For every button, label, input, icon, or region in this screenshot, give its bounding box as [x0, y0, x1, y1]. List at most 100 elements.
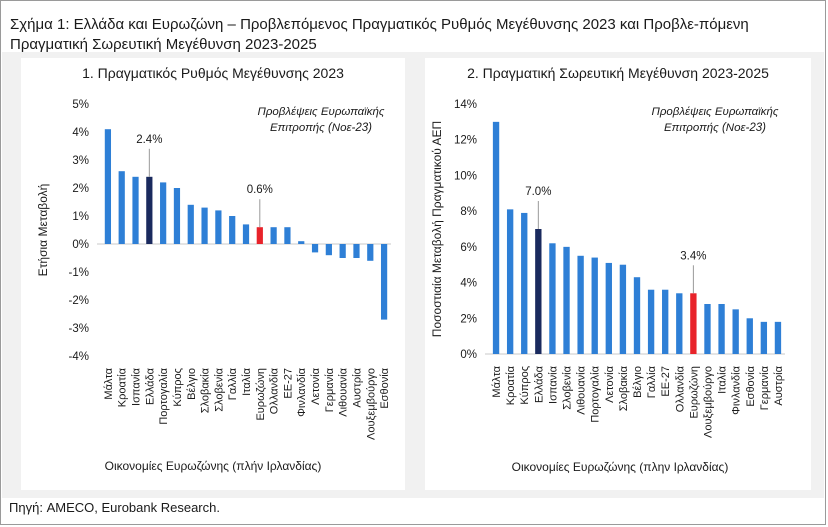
source-note: Πηγή: AMECO, Eurobank Research. — [9, 500, 220, 515]
figure-title: Σχήμα 1: Ελλάδα και Ευρωζώνη – Προβλεπόμ… — [10, 15, 818, 55]
category-label: Σλοβακία — [618, 365, 630, 411]
category-label: Φινλανδία — [731, 365, 743, 414]
chart-panel-cumulative-2023-2025: 2. Πραγματική Σωρευτική Μεγέθυνση 2023-2… — [425, 58, 811, 490]
bar-Ολλανδία — [676, 293, 683, 354]
x-axis-label: Οικονομίες Ευρωζώνης (πλήν Ιρλανδίας) — [105, 459, 322, 473]
bar-Σλοβενία — [563, 246, 570, 354]
bar-Λουξεμβούργο — [704, 304, 711, 354]
bar-Αυστρία — [774, 321, 782, 354]
category-label: Αυστρία — [351, 367, 363, 407]
category-label: Ιταλία — [717, 365, 729, 394]
category-label: Κροατία — [505, 365, 517, 405]
category-label: Ισπανία — [547, 365, 559, 404]
y-tick-label: -1% — [69, 267, 89, 279]
x-axis-label: Οικονομίες Ευρωζώνης (πλην Ιρλανδίας) — [512, 460, 729, 474]
y-tick-label: 4% — [72, 127, 89, 139]
chart-title: 2. Πραγματική Σωρευτική Μεγέθυνση 2023-2… — [467, 65, 769, 81]
bar-Κροατία — [118, 171, 125, 244]
category-label: Γερμανία — [759, 365, 771, 410]
y-tick-label: 0% — [72, 239, 89, 251]
category-label: Ευρωζώνη — [255, 368, 267, 421]
bar-Λιθουανία — [339, 244, 346, 258]
category-label: Λιθουανία — [576, 365, 588, 414]
bar-Ισπανία — [549, 243, 556, 354]
category-label: Λιθουανία — [338, 367, 350, 416]
bar-Εσθονία — [380, 244, 388, 320]
category-label: Ελλάδα — [144, 367, 156, 405]
bar-Γερμανία — [325, 244, 332, 256]
category-label: Ελλάδα — [533, 365, 545, 403]
category-label: Βέλγιο — [186, 368, 198, 400]
bar-Εσθονία — [746, 318, 753, 354]
category-label: Μάλτα — [491, 365, 503, 397]
annotation-note: Προβλέψεις Ευρωπαϊκής Επιτροπής (Νοε-23) — [651, 106, 778, 134]
bar-Βέλγιο — [187, 204, 194, 244]
category-label: Κύπρος — [519, 366, 531, 405]
y-tick-label: 14% — [454, 99, 477, 111]
bar-Αυστρία — [353, 244, 360, 258]
y-tick-label: 2% — [460, 313, 477, 325]
category-label: Μάλτα — [103, 367, 115, 399]
bar-Λιθουανία — [577, 255, 584, 354]
bar-Πορτογαλία — [160, 182, 167, 244]
category-label: ΕΕ-27 — [660, 366, 672, 397]
y-tick-label: 3% — [72, 155, 89, 167]
y-tick-label: 12% — [454, 135, 477, 147]
bar-Σλοβακία — [619, 264, 627, 354]
y-tick-label: 8% — [460, 206, 477, 218]
category-label: Ολλανδία — [269, 367, 281, 414]
bar-Κύπρος — [521, 212, 528, 354]
category-label: Λουξεμβούργο — [365, 368, 377, 440]
chart-cumulative-2023-2025: 2. Πραγματική Σωρευτική Μεγέθυνση 2023-2… — [430, 65, 785, 474]
y-tick-label: -2% — [69, 295, 89, 307]
bar-Σλοβενία — [215, 210, 222, 244]
category-label: Βέλγιο — [632, 366, 644, 398]
category-label: Ιταλία — [241, 367, 253, 396]
y-axis-label: Ετήσια Μεταβολή — [36, 184, 50, 277]
y-tick-label: 1% — [72, 211, 89, 223]
data-label: 0.6% — [247, 184, 273, 196]
y-tick-label: 6% — [460, 242, 477, 254]
category-label: Λετονία — [604, 365, 616, 403]
chart-panel-growth-2023: 1. Πραγματικός Ρυθμός Μεγέθυνσης 2023 5% 4… — [21, 58, 405, 490]
annotation-note: Προβλέψεις Ευρωπαϊκής Επιτροπής (Νοε-23) — [257, 106, 384, 134]
category-label: Φινλανδία — [296, 367, 308, 416]
bar-Ευρωζώνη — [690, 293, 697, 354]
bar-Λετονία — [311, 244, 319, 253]
y-axis-label: Ποσοστιαία Μεταβολή Πραγματικού ΑΕΠ — [430, 121, 444, 337]
y-tick-label: 5% — [72, 99, 89, 111]
bar-Γαλλία — [229, 216, 236, 244]
y-tick-label: -4% — [69, 351, 89, 363]
bar-Μάλτα — [104, 129, 112, 244]
y-tick-label: 2% — [72, 183, 89, 195]
category-label: Εσθονία — [745, 365, 757, 406]
bar-Πορτογαλία — [591, 257, 598, 354]
bar-Βέλγιο — [633, 277, 641, 354]
bar-Μάλτα — [492, 121, 500, 354]
bar-Ευρωζώνη — [256, 227, 263, 244]
bar-Λουξεμβούργο — [367, 244, 374, 261]
category-label: Ισπανία — [131, 367, 143, 406]
data-label: 7.0% — [525, 186, 551, 198]
category-label: Λουξεμβούργο — [702, 366, 714, 438]
category-label: Εσθονία — [379, 367, 391, 408]
category-label: Πορτογαλία — [590, 365, 602, 422]
category-label: Γερμανία — [324, 367, 336, 412]
bar-Γερμανία — [760, 321, 768, 354]
bar-Ελλάδα — [535, 229, 542, 354]
category-label: Πορτογαλία — [158, 367, 170, 424]
bar-Ισπανία — [132, 176, 139, 244]
y-tick-label: 4% — [460, 278, 477, 290]
bar-Ιταλία — [718, 304, 725, 354]
bar-Ιταλία — [242, 224, 250, 244]
bar-Λετονία — [605, 262, 612, 354]
bar-Κροατία — [506, 209, 514, 354]
chart-title: 1. Πραγματικός Ρυθμός Μεγέθυνσης 2023 — [82, 65, 344, 81]
category-label: Σλοβενία — [213, 367, 225, 411]
category-label: Κύπρος — [172, 368, 184, 407]
category-label: Ευρωζώνη — [688, 366, 700, 419]
category-label: ΕΕ-27 — [282, 368, 294, 399]
chart-growth-2023: 1. Πραγματικός Ρυθμός Μεγέθυνσης 2023 5% 4… — [36, 65, 391, 473]
bar-ΕΕ-27 — [284, 227, 291, 244]
y-tick-label: 10% — [454, 170, 477, 182]
